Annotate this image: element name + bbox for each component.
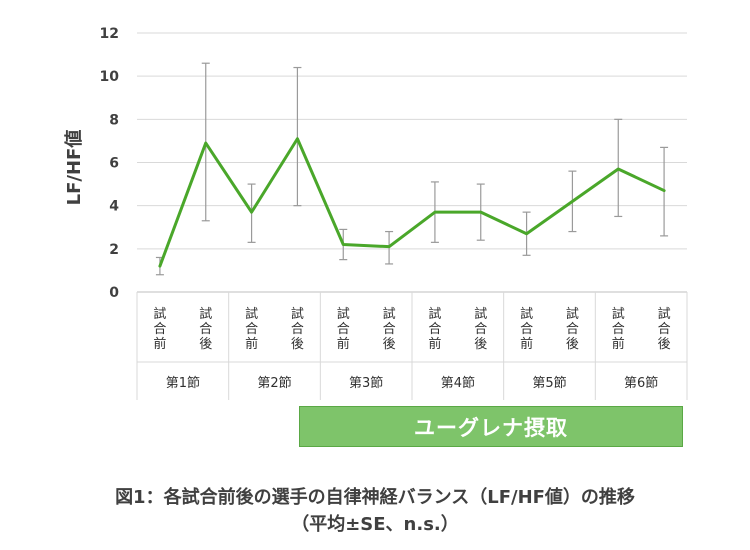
x-tick-label: 試合後: [291, 306, 304, 352]
x-group-label: 第2節: [257, 376, 291, 391]
y-tick-label: 6: [109, 156, 119, 172]
x-tick-label: 試合前: [245, 306, 258, 352]
euglena-intake-label: ユーグレナ摂取: [414, 415, 568, 440]
x-tick-label: 試合後: [658, 306, 671, 352]
x-tick-label: 試合前: [337, 306, 350, 352]
y-tick-label: 10: [100, 69, 120, 85]
x-tick-label: 試合前: [520, 306, 533, 352]
x-tick-label: 試合前: [612, 306, 625, 352]
y-tick-label: 4: [109, 199, 119, 215]
x-group-label: 第4節: [441, 376, 475, 391]
x-tick-label: 試合前: [153, 306, 166, 352]
x-group-label: 第3節: [349, 376, 383, 391]
y-axis-label: LF/HF値: [63, 130, 85, 206]
y-tick-label: 0: [109, 285, 119, 301]
x-group-label: 第1節: [166, 376, 200, 391]
euglena-intake-band: ユーグレナ摂取: [299, 406, 683, 447]
y-tick-label: 2: [109, 242, 119, 258]
figure-caption-line1: 図1：各試合前後の選手の自律神経バランス（LF/HF値）の推移: [115, 487, 635, 508]
y-tick-label: 8: [109, 112, 119, 128]
x-group-label: 第5節: [532, 376, 566, 391]
x-tick-label: 試合後: [199, 306, 212, 352]
x-group-label: 第6節: [624, 376, 658, 391]
figure-caption-line2: （平均±SE、n.s.）: [291, 514, 459, 535]
x-tick-label: 試合前: [428, 306, 441, 352]
series-line: [158, 137, 666, 268]
x-tick-label: 試合後: [474, 306, 487, 352]
x-tick-label: 試合後: [383, 306, 396, 352]
y-tick-label: 12: [100, 26, 119, 42]
x-tick-label: 試合後: [566, 306, 579, 352]
